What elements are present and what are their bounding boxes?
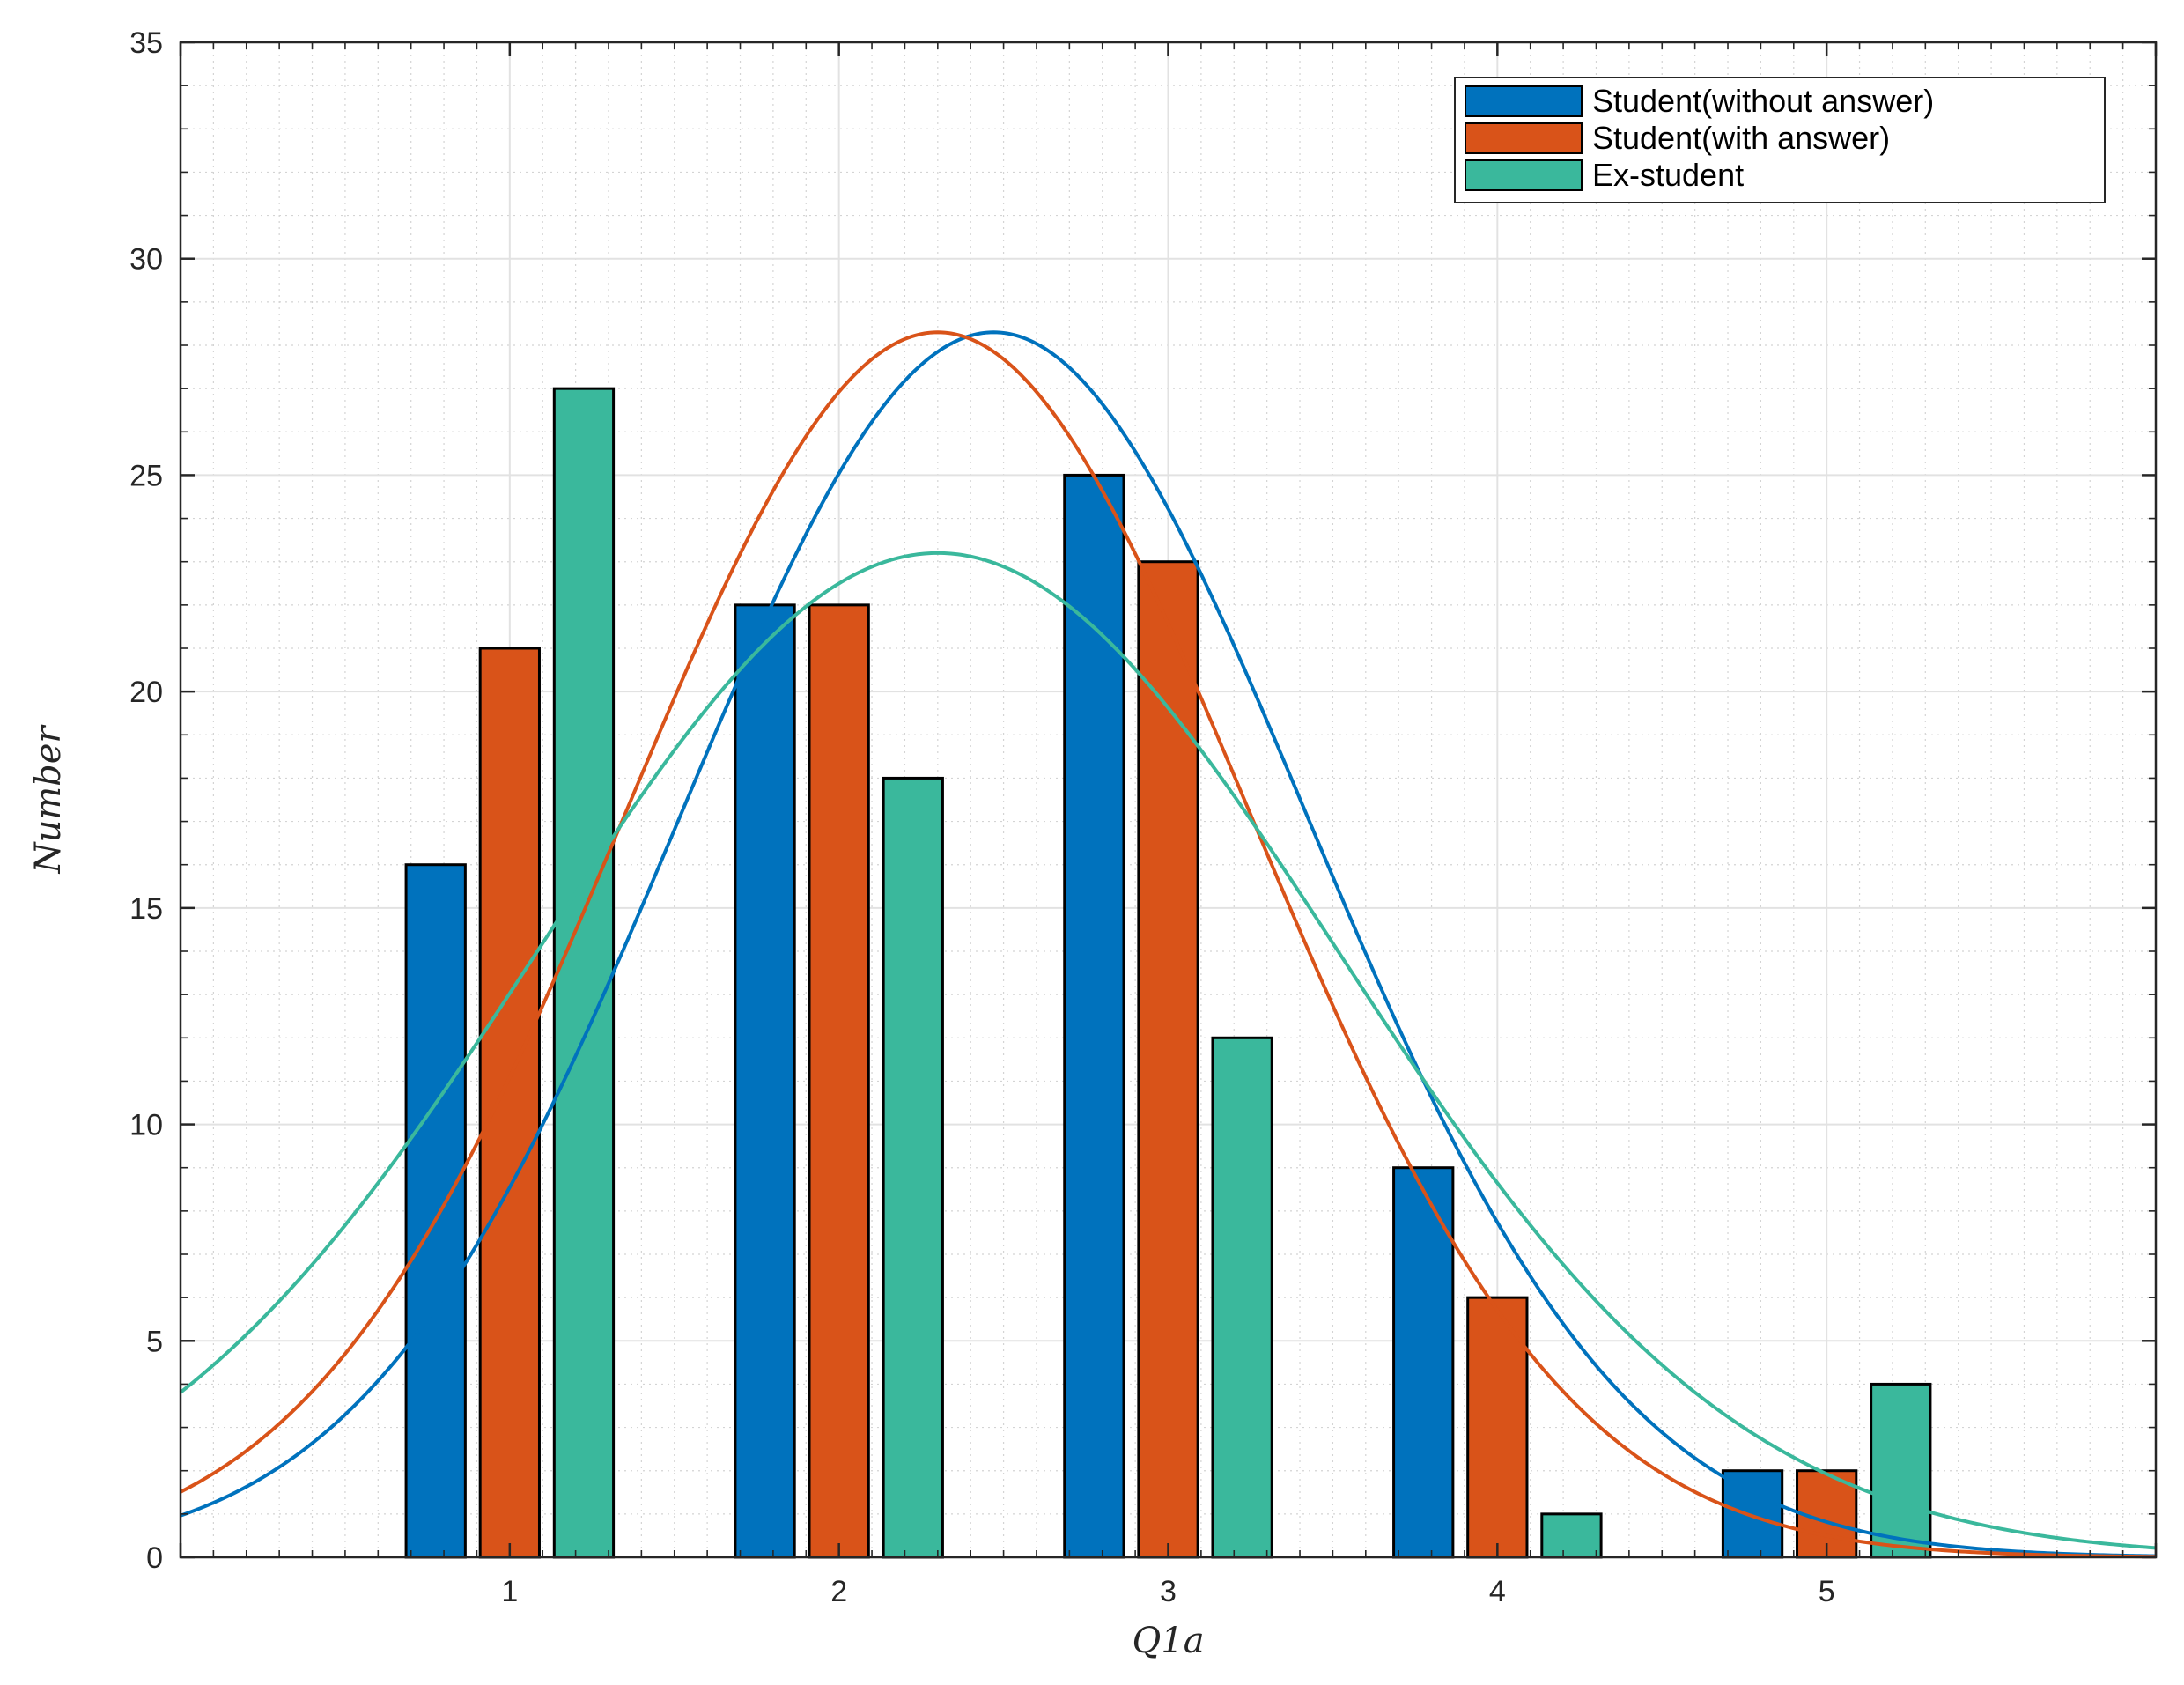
y-tick-label: 30 xyxy=(129,243,163,277)
legend-entry: Student(with answer) xyxy=(1465,120,1890,156)
legend-swatch xyxy=(1465,159,1583,191)
bar xyxy=(552,387,616,1559)
y-tick-label: 5 xyxy=(146,1325,163,1358)
y-tick-label: 10 xyxy=(129,1109,163,1142)
x-tick-label: 5 xyxy=(1819,1575,1835,1608)
x-tick-label: 1 xyxy=(501,1575,518,1608)
y-axis-label: Number xyxy=(28,724,69,875)
legend-label: Ex-student xyxy=(1592,157,1744,193)
bar xyxy=(1721,1469,1784,1559)
legend-entry: Student(without answer) xyxy=(1465,83,1934,119)
bar xyxy=(734,603,796,1559)
y-tick-label: 25 xyxy=(129,459,163,492)
legend-label: Student(with answer) xyxy=(1592,120,1890,156)
bar xyxy=(1137,560,1199,1559)
x-axis-label: Q1a xyxy=(1132,1621,1204,1661)
legend-label: Student(without answer) xyxy=(1592,83,1934,119)
bar xyxy=(1540,1512,1603,1559)
bar xyxy=(1392,1166,1455,1559)
tick-labels: 0 5 10 15 20 25 30 35 1 2 3 4 5 xyxy=(129,26,1834,1608)
bar xyxy=(404,863,467,1559)
fit-curve xyxy=(179,551,2157,1550)
y-tick-label: 20 xyxy=(129,676,163,709)
bar xyxy=(1063,473,1125,1559)
fit-curve xyxy=(180,330,2157,1559)
legend-entry: Ex-student xyxy=(1465,157,1744,193)
x-tick-label: 2 xyxy=(830,1575,847,1608)
x-tick-label: 3 xyxy=(1160,1575,1177,1608)
y-tick-label: 15 xyxy=(129,892,163,926)
bar xyxy=(1211,1036,1273,1559)
y-tick-label: 35 xyxy=(129,26,163,60)
bar xyxy=(808,603,870,1559)
legend: Student(without answer) Student(with ans… xyxy=(1454,77,2106,203)
y-tick-label: 0 xyxy=(146,1541,163,1575)
bars xyxy=(404,387,1932,1559)
bar xyxy=(1796,1469,1858,1559)
legend-swatch xyxy=(1465,122,1583,154)
bar xyxy=(1466,1296,1529,1559)
bar xyxy=(1870,1382,1932,1559)
fit-curves xyxy=(179,330,2157,1559)
axes xyxy=(179,41,2158,1559)
bar xyxy=(882,776,944,1559)
legend-swatch xyxy=(1465,85,1583,117)
bar xyxy=(478,647,541,1559)
fit-curve xyxy=(180,330,2157,1558)
x-tick-label: 4 xyxy=(1489,1575,1506,1608)
